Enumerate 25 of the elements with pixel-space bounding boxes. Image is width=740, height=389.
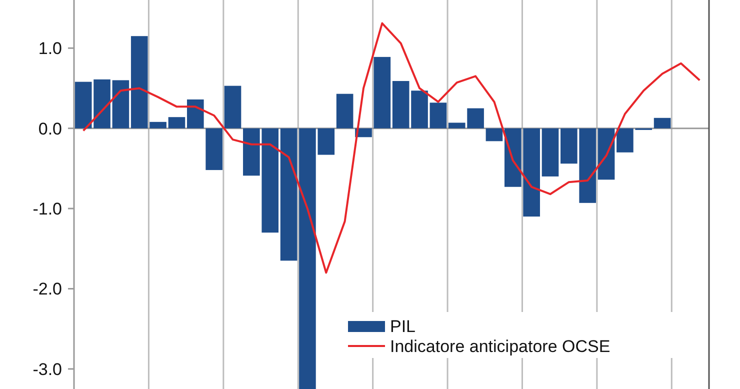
bar (542, 128, 559, 176)
y-tick-label: -1.0 (32, 199, 62, 218)
legend-label: Indicatore anticipatore OCSE (390, 336, 610, 356)
bar (336, 94, 354, 128)
bar (374, 56, 391, 128)
bar (486, 128, 503, 142)
y-tick-label: -2.0 (32, 280, 62, 299)
bar (224, 86, 242, 128)
bar (168, 117, 186, 128)
bar (654, 118, 671, 128)
legend-label: PIL (390, 316, 416, 336)
bar (598, 128, 615, 180)
y-tick-label: 1.0 (38, 39, 62, 58)
bar (112, 80, 130, 128)
line-series (82, 22, 701, 274)
bar (392, 81, 410, 128)
bar (430, 102, 447, 128)
bar (186, 99, 204, 128)
bar (206, 128, 222, 170)
y-tick-label: 0.0 (38, 119, 62, 138)
y-tick-label: -3.0 (32, 360, 62, 379)
bar (280, 128, 298, 261)
bar (411, 90, 428, 128)
bar (94, 79, 110, 128)
bar (74, 82, 92, 128)
